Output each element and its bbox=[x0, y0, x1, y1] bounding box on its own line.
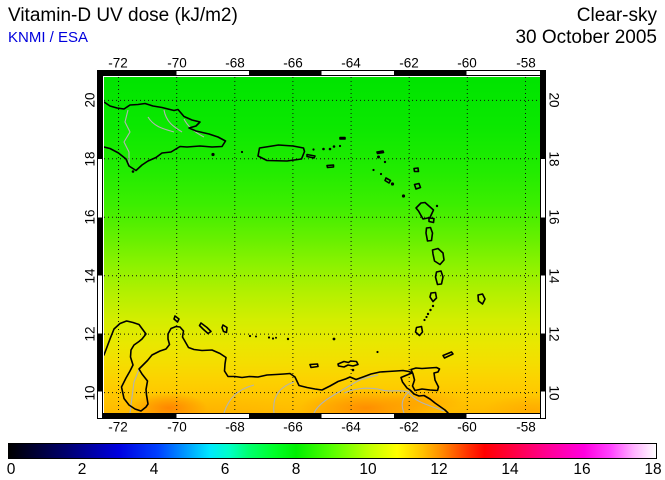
lat-tick-right: 10 bbox=[546, 385, 562, 401]
credit-label: KNMI / ESA bbox=[8, 29, 89, 46]
lon-tick-bottom: -62 bbox=[399, 419, 419, 435]
lon-tick-top: -60 bbox=[457, 55, 477, 71]
lon-tick-bottom: -60 bbox=[457, 419, 477, 435]
lon-tick-top: -66 bbox=[283, 55, 303, 71]
lat-tick-right: 16 bbox=[546, 209, 562, 225]
lon-tick-bottom: -70 bbox=[167, 419, 187, 435]
small-islands bbox=[131, 144, 439, 372]
map-plot bbox=[104, 77, 540, 413]
colorbar-tick: 2 bbox=[77, 461, 87, 478]
condition-label: Clear-sky bbox=[576, 5, 657, 26]
lat-tick-left: 18 bbox=[82, 151, 98, 167]
lat-tick-left: 14 bbox=[82, 268, 98, 284]
map-frame-top bbox=[97, 70, 546, 76]
lat-tick-left: 20 bbox=[82, 92, 98, 108]
lon-tick-bottom: -58 bbox=[516, 419, 536, 435]
colorbar-tick: 6 bbox=[220, 461, 230, 478]
lat-tick-right: 18 bbox=[546, 151, 562, 167]
page-title: Vitamin-D UV dose (kJ/m2) bbox=[8, 5, 238, 26]
colorbar-tick: 18 bbox=[644, 461, 662, 478]
lon-tick-bottom: -72 bbox=[108, 419, 128, 435]
lon-tick-top: -64 bbox=[341, 55, 361, 71]
map-frame-bottom bbox=[97, 413, 546, 419]
colorbar-tick: 14 bbox=[501, 461, 519, 478]
lon-tick-bottom: -66 bbox=[283, 419, 303, 435]
lon-tick-top: -62 bbox=[399, 55, 419, 71]
date-label: 30 October 2005 bbox=[515, 27, 657, 48]
map-frame-left bbox=[97, 70, 103, 419]
lat-tick-right: 14 bbox=[546, 268, 562, 284]
colorbar-tick: 0 bbox=[6, 461, 16, 478]
lon-tick-bottom: -64 bbox=[341, 419, 361, 435]
colorbar-tick: 10 bbox=[359, 461, 377, 478]
lat-tick-right: 12 bbox=[546, 326, 562, 342]
lat-tick-left: 16 bbox=[82, 209, 98, 225]
colorbar-tick: 12 bbox=[430, 461, 448, 478]
lat-tick-left: 12 bbox=[82, 326, 98, 342]
coastlines bbox=[104, 101, 486, 413]
lat-tick-left: 10 bbox=[82, 385, 98, 401]
colorbar-tick: 8 bbox=[291, 461, 301, 478]
colorbar-tick: 16 bbox=[573, 461, 591, 478]
lat-tick-right: 20 bbox=[546, 92, 562, 108]
colorbar-tick: 4 bbox=[149, 461, 159, 478]
coastlines-overlay bbox=[104, 77, 540, 413]
map-frame-right bbox=[540, 70, 546, 419]
lon-tick-top: -72 bbox=[108, 55, 128, 71]
lon-tick-top: -58 bbox=[516, 55, 536, 71]
lon-tick-bottom: -68 bbox=[225, 419, 245, 435]
colorbar-gradient bbox=[8, 443, 657, 459]
inland-borders bbox=[123, 109, 445, 413]
graticule bbox=[104, 77, 540, 413]
lon-tick-top: -68 bbox=[225, 55, 245, 71]
lon-tick-top: -70 bbox=[167, 55, 187, 71]
